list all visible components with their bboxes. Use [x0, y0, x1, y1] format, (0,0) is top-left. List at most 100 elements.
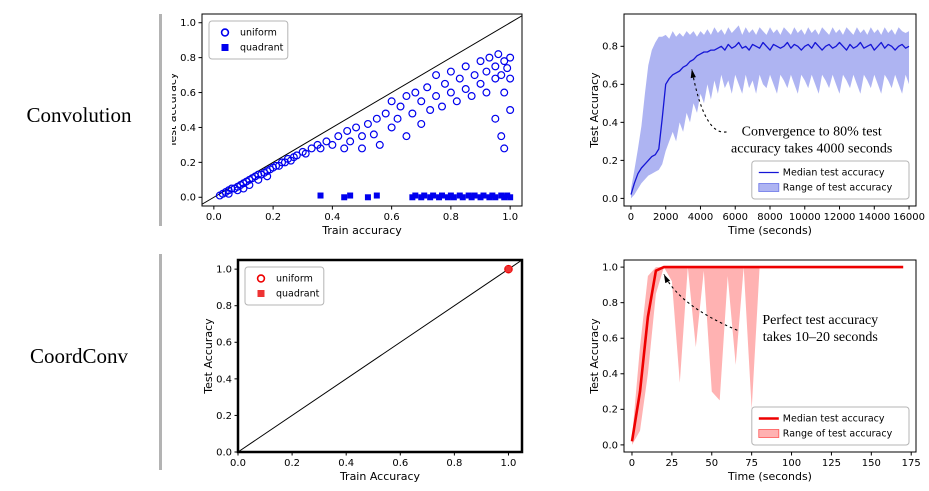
y-tick-label: 0.4	[602, 369, 618, 380]
x-tick-label: 0.8	[446, 458, 462, 469]
y-tick-label: 0.0	[216, 447, 232, 458]
chart-coordconv-train-vs-test: 0.0 0.2 0.4 0.6 0.8 1.0 0.0 0.2 0.4 0.6 0.8 1.0 Trai…	[202, 258, 524, 483]
legend-box	[208, 20, 289, 60]
y-tick-label: 0.8	[216, 301, 232, 312]
annotation-text: Convergence to 80% test	[742, 125, 882, 140]
x-tick-label: 14000	[858, 212, 890, 223]
x-tick-label: 0.4	[324, 212, 340, 223]
plot-conv-time: 0 2000 4000 6000 8000 10000 12000 14000 16000 0.0…	[588, 13, 925, 237]
annotation-arrowhead	[663, 274, 671, 284]
legend-label: Range of test accuracy	[783, 183, 893, 194]
y-axis-label: Test Accuracy	[202, 318, 215, 395]
legend-box	[751, 406, 910, 446]
legend-label: Median test accuracy	[783, 414, 885, 425]
y-axis-label: Test Accuracy	[588, 72, 601, 149]
y-tick-label: 0.6	[216, 338, 232, 349]
legend: Median test accuracy Range of test accura…	[751, 160, 910, 200]
x-tick-label: 0	[629, 458, 635, 469]
y-tick-label: 0.6	[180, 88, 196, 99]
median-line	[630, 265, 904, 442]
x-tick-label: 50	[705, 458, 718, 469]
x-tick-label: 2000	[653, 212, 678, 223]
identity-line	[237, 259, 523, 453]
range-band	[631, 25, 909, 199]
annotation-text: Perfect test accuracy	[762, 313, 878, 328]
axes-frame	[623, 259, 917, 453]
legend-marker-band	[758, 429, 780, 438]
legend-box	[244, 266, 325, 306]
row-label-coordconv: CoordConv	[29, 344, 128, 368]
axes-frame	[236, 258, 524, 454]
x-tick-label: 0	[628, 212, 634, 223]
axes-frame	[201, 13, 523, 207]
y-axis-label: Test Accuracy	[588, 318, 601, 395]
x-tick-label: 25	[666, 458, 679, 469]
y-tick-label: 0.4	[180, 123, 196, 134]
y-tick-label: 0.2	[602, 156, 618, 167]
y-tick-label: 0.0	[602, 440, 618, 451]
legend-label: quadrant	[240, 43, 284, 54]
annotation-text: accuracy takes 4000 seconds	[731, 142, 892, 157]
row-divider-bar-top	[159, 14, 162, 226]
x-tick-label: 0.8	[443, 212, 459, 223]
y-tick-label: 0.8	[602, 42, 618, 53]
plot-coord-scatter: 0.0 0.2 0.4 0.6 0.8 1.0 0.0 0.2 0.4 0.6 0.8 1.0 Trai…	[202, 258, 524, 483]
legend: uniform quadrant	[208, 20, 289, 60]
chart-convolution-train-vs-test: 0.0 0.2 0.4 0.6 0.8 1.0 0.0 0.2 0.4 0.6 0.8 1.0 Trai…	[172, 13, 523, 237]
x-tick-label: 4000	[688, 212, 713, 223]
x-axis-label: Train Accuracy	[339, 470, 421, 483]
x-axis-label: Time (seconds)	[727, 470, 812, 483]
median-line	[630, 41, 910, 195]
y-axis-label: Test accuracy	[172, 72, 179, 148]
x-tick-label: 0.0	[230, 458, 246, 469]
y-tick-label: 0.2	[180, 158, 196, 169]
x-tick-label: 1.0	[502, 212, 518, 223]
x-tick-label: 175	[902, 458, 921, 469]
y-tick-label: 0.6	[602, 80, 618, 91]
chart-coordconv-accuracy-over-time: 0 25 50 75 100 125 150 175 0.0 0.2 0.4 0.6 0.8 1.0 Tim…	[588, 259, 921, 483]
legend-marker-circle	[256, 274, 266, 283]
annotation-arrowhead	[690, 69, 696, 79]
legend-marker-band	[758, 183, 780, 192]
annotation-arrow	[663, 273, 738, 331]
y-tick-label: 0.8	[180, 53, 196, 64]
y-tick-label: 1.0	[602, 263, 618, 274]
y-tick-label: 0.0	[180, 193, 196, 204]
x-tick-label: 0.6	[384, 212, 400, 223]
y-tick-label: 1.0	[216, 265, 232, 276]
y-tick-label: 0.8	[602, 298, 618, 309]
row-divider-bar-bottom	[159, 254, 162, 470]
series-uniform	[215, 50, 515, 200]
chart-convolution-accuracy-over-time: 0 2000 4000 6000 8000 10000 12000 14000 16000 0.0…	[588, 13, 925, 237]
x-tick-label: 16000	[893, 212, 925, 223]
legend-marker-square	[221, 44, 229, 51]
legend-label: Range of test accuracy	[783, 429, 893, 440]
x-tick-label: 10000	[789, 212, 821, 223]
plot-coord-time: 0 25 50 75 100 125 150 175 0.0 0.2 0.4 0.6 0.8 1.0 Tim…	[588, 259, 921, 483]
x-tick-label: 12000	[824, 212, 856, 223]
legend-marker-circle	[220, 28, 230, 37]
annotation: Perfect test accuracy takes 10–20 seconds	[663, 273, 878, 345]
x-tick-label: 0.4	[338, 458, 354, 469]
legend-label: Median test accuracy	[783, 168, 885, 179]
y-tick-label: 0.6	[602, 334, 618, 345]
row-label-convolution: Convolution	[26, 103, 132, 127]
y-tick-label: 0.4	[602, 118, 618, 129]
x-tick-label: 75	[745, 458, 758, 469]
plot-conv-scatter: 0.0 0.2 0.4 0.6 0.8 1.0 0.0 0.2 0.4 0.6 0.8 1.0 Trai…	[172, 13, 523, 237]
x-tick-label: 100	[782, 458, 801, 469]
y-tick-label: 1.0	[180, 18, 196, 29]
y-tick-label: 0.4	[216, 374, 232, 385]
x-tick-label: 0.6	[392, 458, 408, 469]
legend: uniform quadrant	[244, 266, 325, 306]
y-tick-label: 0.2	[602, 405, 618, 416]
x-axis-label: Time (seconds)	[727, 224, 812, 237]
legend-label: uniform	[240, 28, 277, 39]
x-tick-label: 8000	[757, 212, 782, 223]
x-tick-label: 125	[822, 458, 841, 469]
x-tick-label: 0.0	[206, 212, 222, 223]
legend-marker-square	[257, 290, 265, 297]
x-tick-label: 6000	[723, 212, 748, 223]
x-axis-label: Train accuracy	[321, 224, 402, 237]
